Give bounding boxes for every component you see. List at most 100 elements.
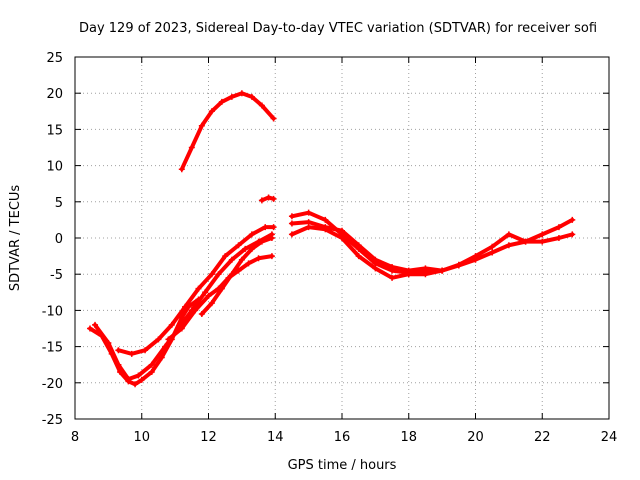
data-point (198, 311, 205, 318)
data-point (322, 224, 329, 231)
data-point (268, 253, 275, 260)
data-point (270, 115, 277, 122)
data-point (182, 303, 189, 310)
data-point (92, 321, 99, 328)
data-point (258, 102, 265, 109)
data-point (258, 197, 265, 204)
series-line (166, 254, 274, 342)
series-line (199, 236, 274, 317)
data-point (288, 213, 295, 220)
data-point (270, 195, 277, 202)
x-tick-label: 12 (200, 430, 217, 445)
data-point (248, 245, 255, 252)
data-point (222, 253, 229, 260)
data-point (218, 98, 225, 105)
data-point (205, 292, 212, 299)
data-point (218, 285, 225, 292)
x-tick-label: 22 (534, 430, 551, 445)
data-point (489, 243, 496, 250)
y-tick-label: -15 (42, 341, 63, 356)
data-point (155, 336, 162, 343)
data-point (242, 245, 249, 252)
x-tick-label: 18 (400, 430, 417, 445)
data-point (228, 256, 235, 263)
data-point (178, 314, 185, 321)
y-tick-label: 15 (46, 123, 63, 138)
data-point (132, 381, 139, 388)
data-point (405, 267, 412, 274)
data-point (262, 224, 269, 231)
data-point (195, 285, 202, 292)
data-point (138, 376, 145, 383)
data-point (288, 220, 295, 227)
data-point (270, 224, 277, 231)
data-point (258, 238, 265, 245)
data-point (372, 256, 379, 263)
data-point (208, 271, 215, 278)
data-point (539, 238, 546, 245)
data-point (422, 265, 429, 272)
y-tick-label: 5 (55, 196, 63, 211)
x-tick-label: 16 (334, 430, 351, 445)
data-point (355, 253, 362, 260)
data-point (339, 235, 345, 241)
data-point (539, 231, 546, 238)
data-point (472, 253, 479, 260)
data-point (522, 238, 529, 245)
data-point (248, 231, 255, 238)
axis-ticks: 8 10 12 14 16 18 20 22 24 -25 -20 -15 -10 -5 0 5 10 15 20 2… (42, 51, 618, 445)
data-point (238, 256, 245, 263)
data-point (202, 289, 209, 296)
data-point (305, 209, 312, 216)
data-point (288, 231, 295, 238)
data-point (555, 224, 562, 231)
series-arc-10 (288, 219, 446, 274)
data-point (305, 219, 312, 226)
data-point (142, 347, 149, 354)
data-point (255, 255, 262, 262)
series-arc-5 (198, 235, 275, 318)
data-point (128, 350, 135, 357)
data-point (228, 93, 235, 100)
y-tick-label: 25 (46, 51, 63, 66)
data-point (158, 354, 165, 361)
series-line (179, 91, 276, 172)
data-point (422, 271, 429, 278)
data-point (439, 267, 446, 274)
data-point (148, 368, 155, 375)
data-marks (87, 90, 576, 388)
x-tick-label: 20 (467, 430, 484, 445)
data-point (208, 300, 215, 307)
data-point (168, 321, 175, 328)
series-arc-6 (178, 90, 277, 173)
data-point (228, 271, 235, 278)
x-tick-label: 10 (133, 430, 150, 445)
data-point (248, 93, 255, 100)
x-axis-label: GPS time / hours (288, 458, 397, 473)
series-arc-9 (288, 224, 576, 281)
y-axis-label: SDTVAR / TECUs (8, 185, 23, 292)
chart-title: Day 129 of 2023, Sidereal Day-to-day VTE… (79, 21, 597, 36)
data-point (355, 242, 362, 249)
x-tick-label: 14 (267, 430, 284, 445)
data-point (105, 339, 112, 346)
y-tick-label: 0 (55, 232, 63, 247)
data-point (245, 260, 252, 267)
data-point (389, 274, 396, 281)
data-point (87, 325, 94, 332)
data-point (505, 242, 512, 249)
data-point (115, 347, 122, 354)
data-point (178, 325, 185, 332)
data-point (178, 166, 185, 173)
y-tick-label: -20 (42, 377, 63, 392)
data-point (198, 122, 205, 129)
data-point (372, 265, 379, 272)
x-tick-label: 8 (71, 430, 79, 445)
data-point (339, 227, 345, 234)
data-point (569, 216, 576, 223)
y-tick-label: -5 (50, 268, 63, 283)
series-arc-7 (258, 194, 277, 204)
data-point (115, 361, 122, 368)
data-point (148, 361, 155, 368)
